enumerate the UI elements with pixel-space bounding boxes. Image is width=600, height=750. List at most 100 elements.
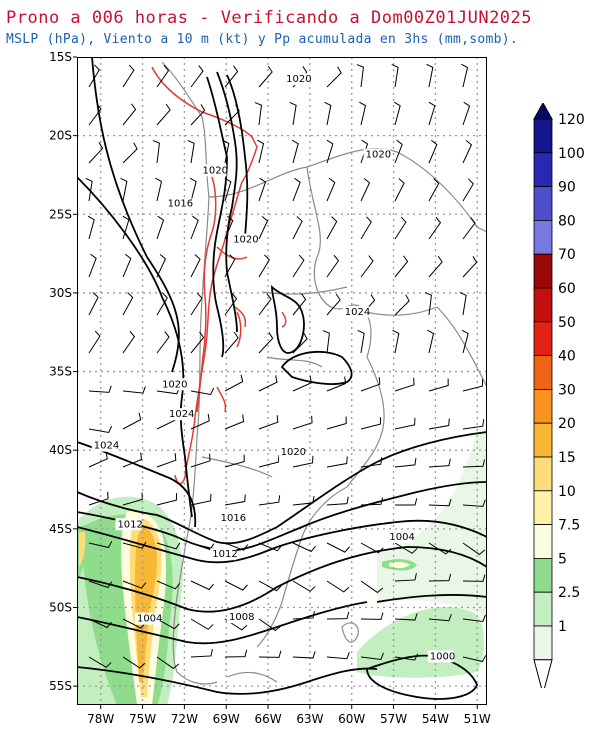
precipitation-colorbar: 1 2.5 5 7.5 10 15 20 30 40 50 60 70 80 90 100 120 [533, 103, 585, 688]
isobar-label: 1020 [203, 165, 228, 176]
wind-barb [156, 103, 171, 126]
isobar-label-bg [284, 73, 311, 86]
colorbar-segment [533, 355, 553, 390]
wind-barb [394, 216, 407, 240]
wind-barb [326, 376, 347, 392]
isobar-label: 1004 [137, 614, 162, 625]
colorbar-label: 10 [558, 484, 576, 500]
wind-barb [462, 459, 486, 468]
colorbar-segment [533, 321, 553, 357]
wind-barb [326, 177, 336, 202]
isobar-label: 1000 [430, 651, 455, 662]
isobar-label: 1024 [345, 307, 370, 318]
wind-barb [258, 375, 278, 392]
wind-barb [393, 101, 401, 126]
wind-barb [360, 542, 384, 554]
wind-barb [360, 612, 384, 620]
lon-tick-label: 75W [129, 712, 156, 726]
isobar-label-bg [231, 233, 258, 246]
wind-barb [258, 455, 280, 468]
terrain-contours [151, 66, 287, 485]
colorbar-segment [533, 524, 553, 559]
wind-barb [428, 418, 450, 430]
colorbar-top-arrow [533, 103, 553, 120]
lat-tick-label: 25S [49, 207, 72, 221]
wind-barb [428, 498, 452, 507]
colorbar-label: 80 [558, 213, 576, 229]
wind-barb [122, 103, 137, 126]
wind-barb [122, 215, 130, 240]
wind-barb [156, 215, 165, 240]
wind-barb [394, 613, 418, 621]
wind-barb [326, 651, 350, 660]
wind-barb [292, 332, 308, 354]
wind-barb [156, 292, 168, 316]
wind-barb [428, 139, 438, 164]
colorbar-label: 5 [558, 551, 567, 567]
isobar-label: 1016 [168, 198, 193, 209]
wind-barb [258, 542, 283, 552]
wind-barb [258, 495, 281, 506]
colorbar-segment [533, 253, 553, 289]
wind-barb [190, 387, 215, 396]
wind-barb [224, 254, 236, 278]
wind-barb [326, 139, 334, 164]
wind-barb [326, 456, 348, 468]
wind-barb [88, 618, 113, 629]
wind-barb [187, 139, 195, 164]
wind-barb [156, 64, 170, 88]
wind-barb [190, 493, 212, 506]
wind-barb [190, 542, 215, 551]
wind-barb [224, 649, 248, 658]
wind-barb [156, 453, 177, 468]
wind-barb [391, 63, 399, 88]
colorbar-bottom-arrow [533, 659, 553, 688]
isobar-label-bg [167, 408, 194, 421]
wind-barbs [85, 63, 487, 670]
wind-barb [224, 104, 240, 126]
wind-barb [462, 178, 474, 202]
isobar-label-bg [134, 612, 161, 625]
colorbar-label: 100 [558, 146, 585, 162]
wind-barb [360, 255, 374, 278]
isobar-label: 1008 [229, 612, 254, 623]
wind-barb [224, 414, 245, 430]
wind-barb [88, 491, 109, 506]
wind-barb [359, 101, 367, 126]
wind-barb [462, 101, 471, 126]
wind-barb [156, 618, 180, 630]
wind-barb [224, 65, 239, 88]
wind-barb [292, 375, 312, 392]
colorbar-segment [533, 456, 553, 492]
wind-barb [222, 139, 230, 164]
wind-barb [258, 177, 267, 202]
wind-barb [258, 332, 274, 354]
wind-barb [461, 329, 469, 354]
isobar-labels: 1020 1020 1020 1016 1020 1024 1020 1024 1024 1020… [91, 73, 455, 663]
wind-barb [224, 580, 248, 591]
lon-tick-label: 63W [296, 712, 323, 726]
wind-barb [156, 253, 167, 278]
isobar-label: 1020 [162, 379, 187, 390]
wind-barb [122, 412, 142, 430]
wind-barb [360, 177, 371, 202]
wind-barb [292, 293, 307, 316]
lon-tick-label: 72W [171, 712, 198, 726]
wind-barb [360, 497, 384, 506]
colorbar-label: 70 [558, 247, 576, 263]
colorbar-segment [533, 422, 553, 458]
wind-barb [88, 292, 99, 316]
isobar-label: 1024 [169, 409, 194, 420]
wind-barb [394, 653, 419, 661]
lon-tick-label: 69W [213, 712, 240, 726]
wind-barb [394, 139, 403, 164]
wind-barb [428, 216, 442, 240]
lat-tick-label: 20S [49, 129, 72, 143]
wind-barb [224, 292, 238, 316]
isobar-label-bg [218, 511, 245, 524]
wind-barb [289, 101, 297, 126]
wind-barb [360, 652, 384, 660]
wind-barb [88, 541, 113, 549]
wind-barb [394, 178, 405, 202]
wind-barb [224, 454, 245, 468]
